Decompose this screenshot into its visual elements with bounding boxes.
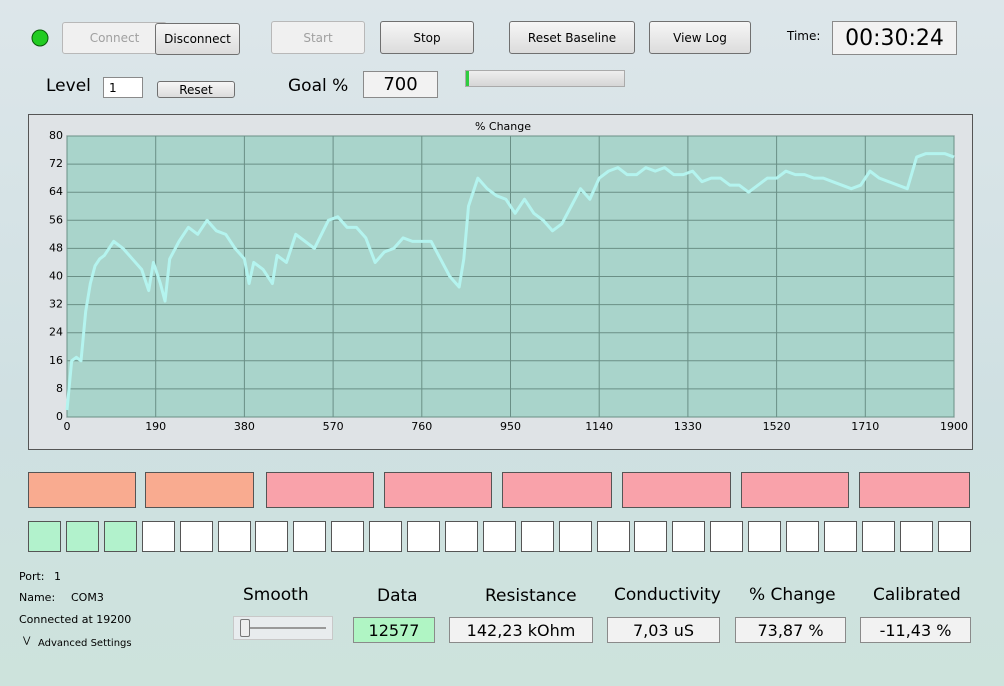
x-tick-label: 570	[323, 420, 344, 433]
progress-square	[103, 521, 137, 552]
x-tick-label: 0	[64, 420, 71, 433]
smooth-slider[interactable]	[233, 616, 333, 640]
progress-square	[293, 521, 327, 552]
y-tick-label: 64	[49, 185, 63, 198]
y-tick-label: 32	[49, 298, 63, 311]
change-display: 73,87 %	[735, 617, 846, 643]
progress-square	[899, 521, 933, 552]
level-input[interactable]: 1	[103, 77, 143, 98]
data-label: Data	[377, 586, 418, 606]
x-tick-label: 760	[411, 420, 432, 433]
x-tick-label: 190	[145, 420, 166, 433]
progress-square	[786, 521, 819, 552]
progress-square	[141, 521, 175, 552]
x-tick-label: 1900	[940, 420, 968, 433]
progress-square	[823, 521, 857, 552]
progress-square	[482, 521, 516, 552]
level-block	[266, 472, 374, 508]
progress-square	[937, 521, 971, 552]
disconnect-button[interactable]: Disconnect	[155, 23, 240, 55]
level-block	[741, 472, 849, 508]
time-display: 00:30:24	[832, 21, 957, 55]
progress-square	[520, 521, 554, 552]
y-tick-label: 56	[49, 213, 63, 226]
x-tick-label: 1520	[763, 420, 791, 433]
y-tick-label: 40	[49, 270, 63, 283]
progress-square	[748, 521, 782, 552]
calibrated-display: -11,43 %	[860, 617, 971, 643]
advanced-settings-link[interactable]: Advanced Settings	[38, 638, 132, 649]
connection-status: Connected at 19200	[19, 613, 132, 626]
progress-square	[407, 521, 440, 552]
data-line	[65, 152, 955, 411]
progress-square	[710, 521, 744, 552]
name-label: Name:	[19, 591, 56, 604]
progress-square	[255, 521, 289, 552]
name-value: COM3	[71, 591, 104, 604]
y-tick-label: 72	[49, 157, 63, 170]
progress-square	[179, 521, 213, 552]
y-tick-label: 8	[56, 382, 63, 395]
x-tick-label: 950	[500, 420, 521, 433]
port-value: 1	[54, 570, 61, 583]
resistance-display: 142,23 kOhm	[449, 617, 593, 643]
chart: % Change 0 8 16 24 32 40 48 56 64 72 80 0 190 380 570 7…	[28, 114, 973, 450]
progress-square	[369, 521, 403, 552]
level-label: Level	[46, 76, 91, 96]
calibrated-label: Calibrated	[873, 585, 961, 605]
status-led	[31, 29, 49, 47]
level-block	[859, 472, 970, 508]
progress-square	[596, 521, 630, 552]
chart-title: % Change	[475, 120, 531, 133]
conductivity-label: Conductivity	[614, 585, 721, 605]
x-tick-label: 380	[234, 420, 255, 433]
port-label: Port:	[19, 570, 45, 583]
view-log-button[interactable]: View Log	[649, 21, 751, 54]
smooth-label: Smooth	[243, 585, 309, 605]
progress-square	[217, 521, 251, 552]
slider-track	[242, 627, 326, 629]
progress-fill	[466, 71, 469, 86]
progress-square	[634, 521, 668, 552]
conductivity-display: 7,03 uS	[607, 617, 720, 643]
level-block	[145, 472, 254, 508]
level-block	[384, 472, 492, 508]
progress-square	[558, 521, 592, 552]
progress-square	[331, 521, 365, 552]
progress-square	[28, 521, 61, 552]
chevron-icon[interactable]: ⋁	[23, 636, 31, 646]
y-tick-label: 16	[49, 354, 63, 367]
progress-square	[672, 521, 706, 552]
level-block	[622, 472, 731, 508]
progress-square	[861, 521, 895, 552]
y-tick-label: 24	[49, 326, 63, 339]
change-label: % Change	[749, 585, 836, 605]
level-block	[28, 472, 136, 508]
progress-square	[444, 521, 478, 552]
data-display: 12577	[353, 617, 435, 643]
slider-thumb[interactable]	[240, 619, 250, 637]
connect-button[interactable]: Connect	[62, 22, 167, 54]
level-block	[502, 472, 612, 508]
goal-display: 700	[363, 71, 438, 98]
x-tick-label: 1710	[851, 420, 879, 433]
x-tick-label: 1330	[674, 420, 702, 433]
progress-bar	[465, 70, 625, 87]
start-button[interactable]: Start	[271, 21, 365, 54]
y-tick-label: 80	[49, 129, 63, 142]
x-tick-label: 1140	[585, 420, 613, 433]
level-reset-button[interactable]: Reset	[157, 81, 235, 98]
y-tick-label: 48	[49, 241, 63, 254]
resistance-label: Resistance	[485, 586, 577, 606]
time-label: Time:	[787, 29, 821, 43]
goal-label: Goal %	[288, 76, 349, 96]
progress-square	[65, 521, 99, 552]
stop-button[interactable]: Stop	[380, 21, 474, 54]
reset-baseline-button[interactable]: Reset Baseline	[509, 21, 635, 54]
y-tick-label: 0	[56, 410, 63, 423]
